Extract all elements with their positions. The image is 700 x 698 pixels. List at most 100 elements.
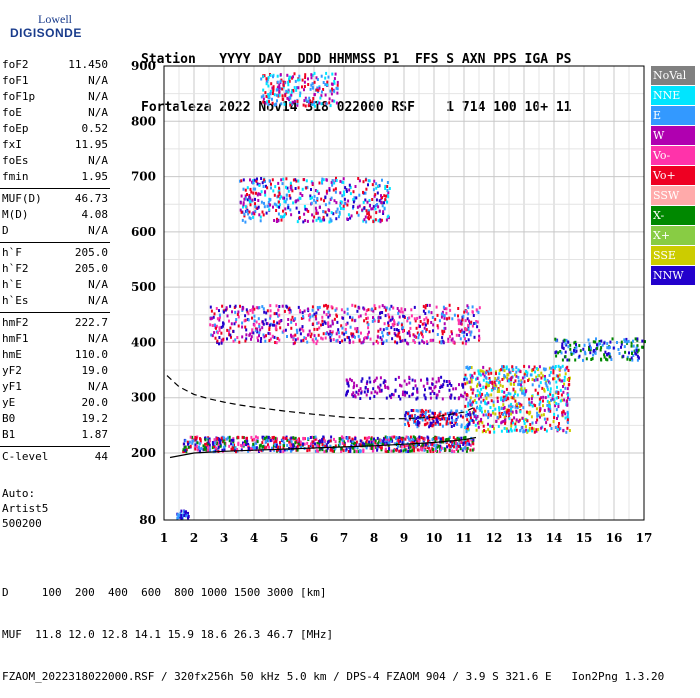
echo-point xyxy=(211,334,214,338)
echo-point xyxy=(546,385,549,389)
echo-point xyxy=(550,427,553,430)
echo-point xyxy=(265,211,268,215)
echo-point xyxy=(208,439,211,443)
echo-point xyxy=(514,405,517,409)
echo-point xyxy=(268,328,271,331)
echo-point xyxy=(590,358,593,361)
echo-point xyxy=(606,358,609,362)
echo-point xyxy=(607,346,610,350)
echo-point xyxy=(264,339,267,343)
echo-point xyxy=(294,79,297,83)
echo-point xyxy=(563,398,566,402)
echo-point xyxy=(296,331,299,335)
echo-point xyxy=(528,401,531,405)
echo-point xyxy=(448,448,451,452)
echo-point xyxy=(313,439,316,443)
echo-point xyxy=(338,442,341,446)
echo-point xyxy=(413,439,416,443)
echo-point xyxy=(283,213,286,217)
echo-point xyxy=(511,418,514,422)
echo-point xyxy=(515,428,518,432)
echo-point xyxy=(357,392,360,396)
echo-point xyxy=(417,439,420,443)
echo-point xyxy=(498,372,501,376)
echo-point xyxy=(470,380,473,384)
echo-point xyxy=(465,340,468,344)
echo-point xyxy=(366,332,369,336)
echo-point xyxy=(372,387,375,391)
echo-point xyxy=(184,445,187,449)
echo-point xyxy=(363,442,366,446)
echo-point xyxy=(380,446,383,450)
echo-point xyxy=(381,311,384,314)
echo-point xyxy=(439,437,442,441)
echo-point xyxy=(469,403,472,407)
echo-point xyxy=(251,310,254,314)
echo-point xyxy=(549,390,552,394)
echo-point xyxy=(363,337,366,341)
echo-point xyxy=(321,323,324,326)
echo-point xyxy=(478,334,481,338)
echo-point xyxy=(462,442,465,446)
echo-point xyxy=(476,384,478,388)
echo-point xyxy=(412,333,415,337)
echo-point xyxy=(506,410,508,414)
echo-point xyxy=(235,450,237,454)
echo-point xyxy=(187,445,190,449)
echo-point xyxy=(373,395,376,398)
echo-point xyxy=(323,320,326,324)
echo-point xyxy=(404,390,406,394)
echo-point xyxy=(451,443,454,447)
echo-point xyxy=(232,443,234,447)
echo-point xyxy=(399,397,402,401)
echo-point xyxy=(405,450,408,453)
echo-point xyxy=(325,178,328,182)
echo-point xyxy=(316,442,319,445)
echo-point xyxy=(562,410,565,414)
echo-point xyxy=(267,76,270,80)
echo-point xyxy=(544,367,547,371)
echo-point xyxy=(266,309,269,313)
echo-point xyxy=(415,397,418,401)
echo-point xyxy=(273,335,276,339)
echo-point xyxy=(384,184,387,188)
echo-point xyxy=(403,379,406,383)
echo-point xyxy=(266,78,269,81)
echo-point xyxy=(234,304,237,308)
echo-point xyxy=(255,306,258,310)
echo-point xyxy=(261,326,264,330)
echo-point xyxy=(492,411,495,415)
echo-point xyxy=(469,385,472,389)
echo-point xyxy=(554,337,557,341)
echo-point xyxy=(514,379,517,383)
echo-point xyxy=(546,417,549,421)
echo-point xyxy=(273,312,276,316)
echo-point xyxy=(478,391,481,395)
echo-point xyxy=(610,358,613,361)
echo-point xyxy=(487,393,490,397)
echo-point xyxy=(365,393,368,397)
echo-point xyxy=(360,379,363,383)
echo-point xyxy=(424,397,427,401)
echo-point xyxy=(373,179,376,183)
echo-point xyxy=(356,445,359,449)
echo-point xyxy=(318,440,321,444)
echo-point xyxy=(431,389,434,393)
echo-point xyxy=(306,208,308,212)
echo-point xyxy=(600,346,603,349)
echo-point xyxy=(553,398,556,402)
echo-point xyxy=(333,77,336,81)
echo-point xyxy=(312,322,315,326)
echo-point xyxy=(286,438,289,442)
echo-point xyxy=(507,404,510,408)
echo-point xyxy=(431,382,434,386)
echo-point xyxy=(204,442,207,446)
x-tick-label: 2 xyxy=(190,531,198,545)
echo-point xyxy=(335,101,338,105)
echo-point xyxy=(306,333,309,337)
echo-point xyxy=(252,305,255,309)
echo-point xyxy=(366,380,369,384)
echo-point xyxy=(282,83,285,87)
echo-point xyxy=(333,81,336,85)
echo-point xyxy=(358,193,361,197)
